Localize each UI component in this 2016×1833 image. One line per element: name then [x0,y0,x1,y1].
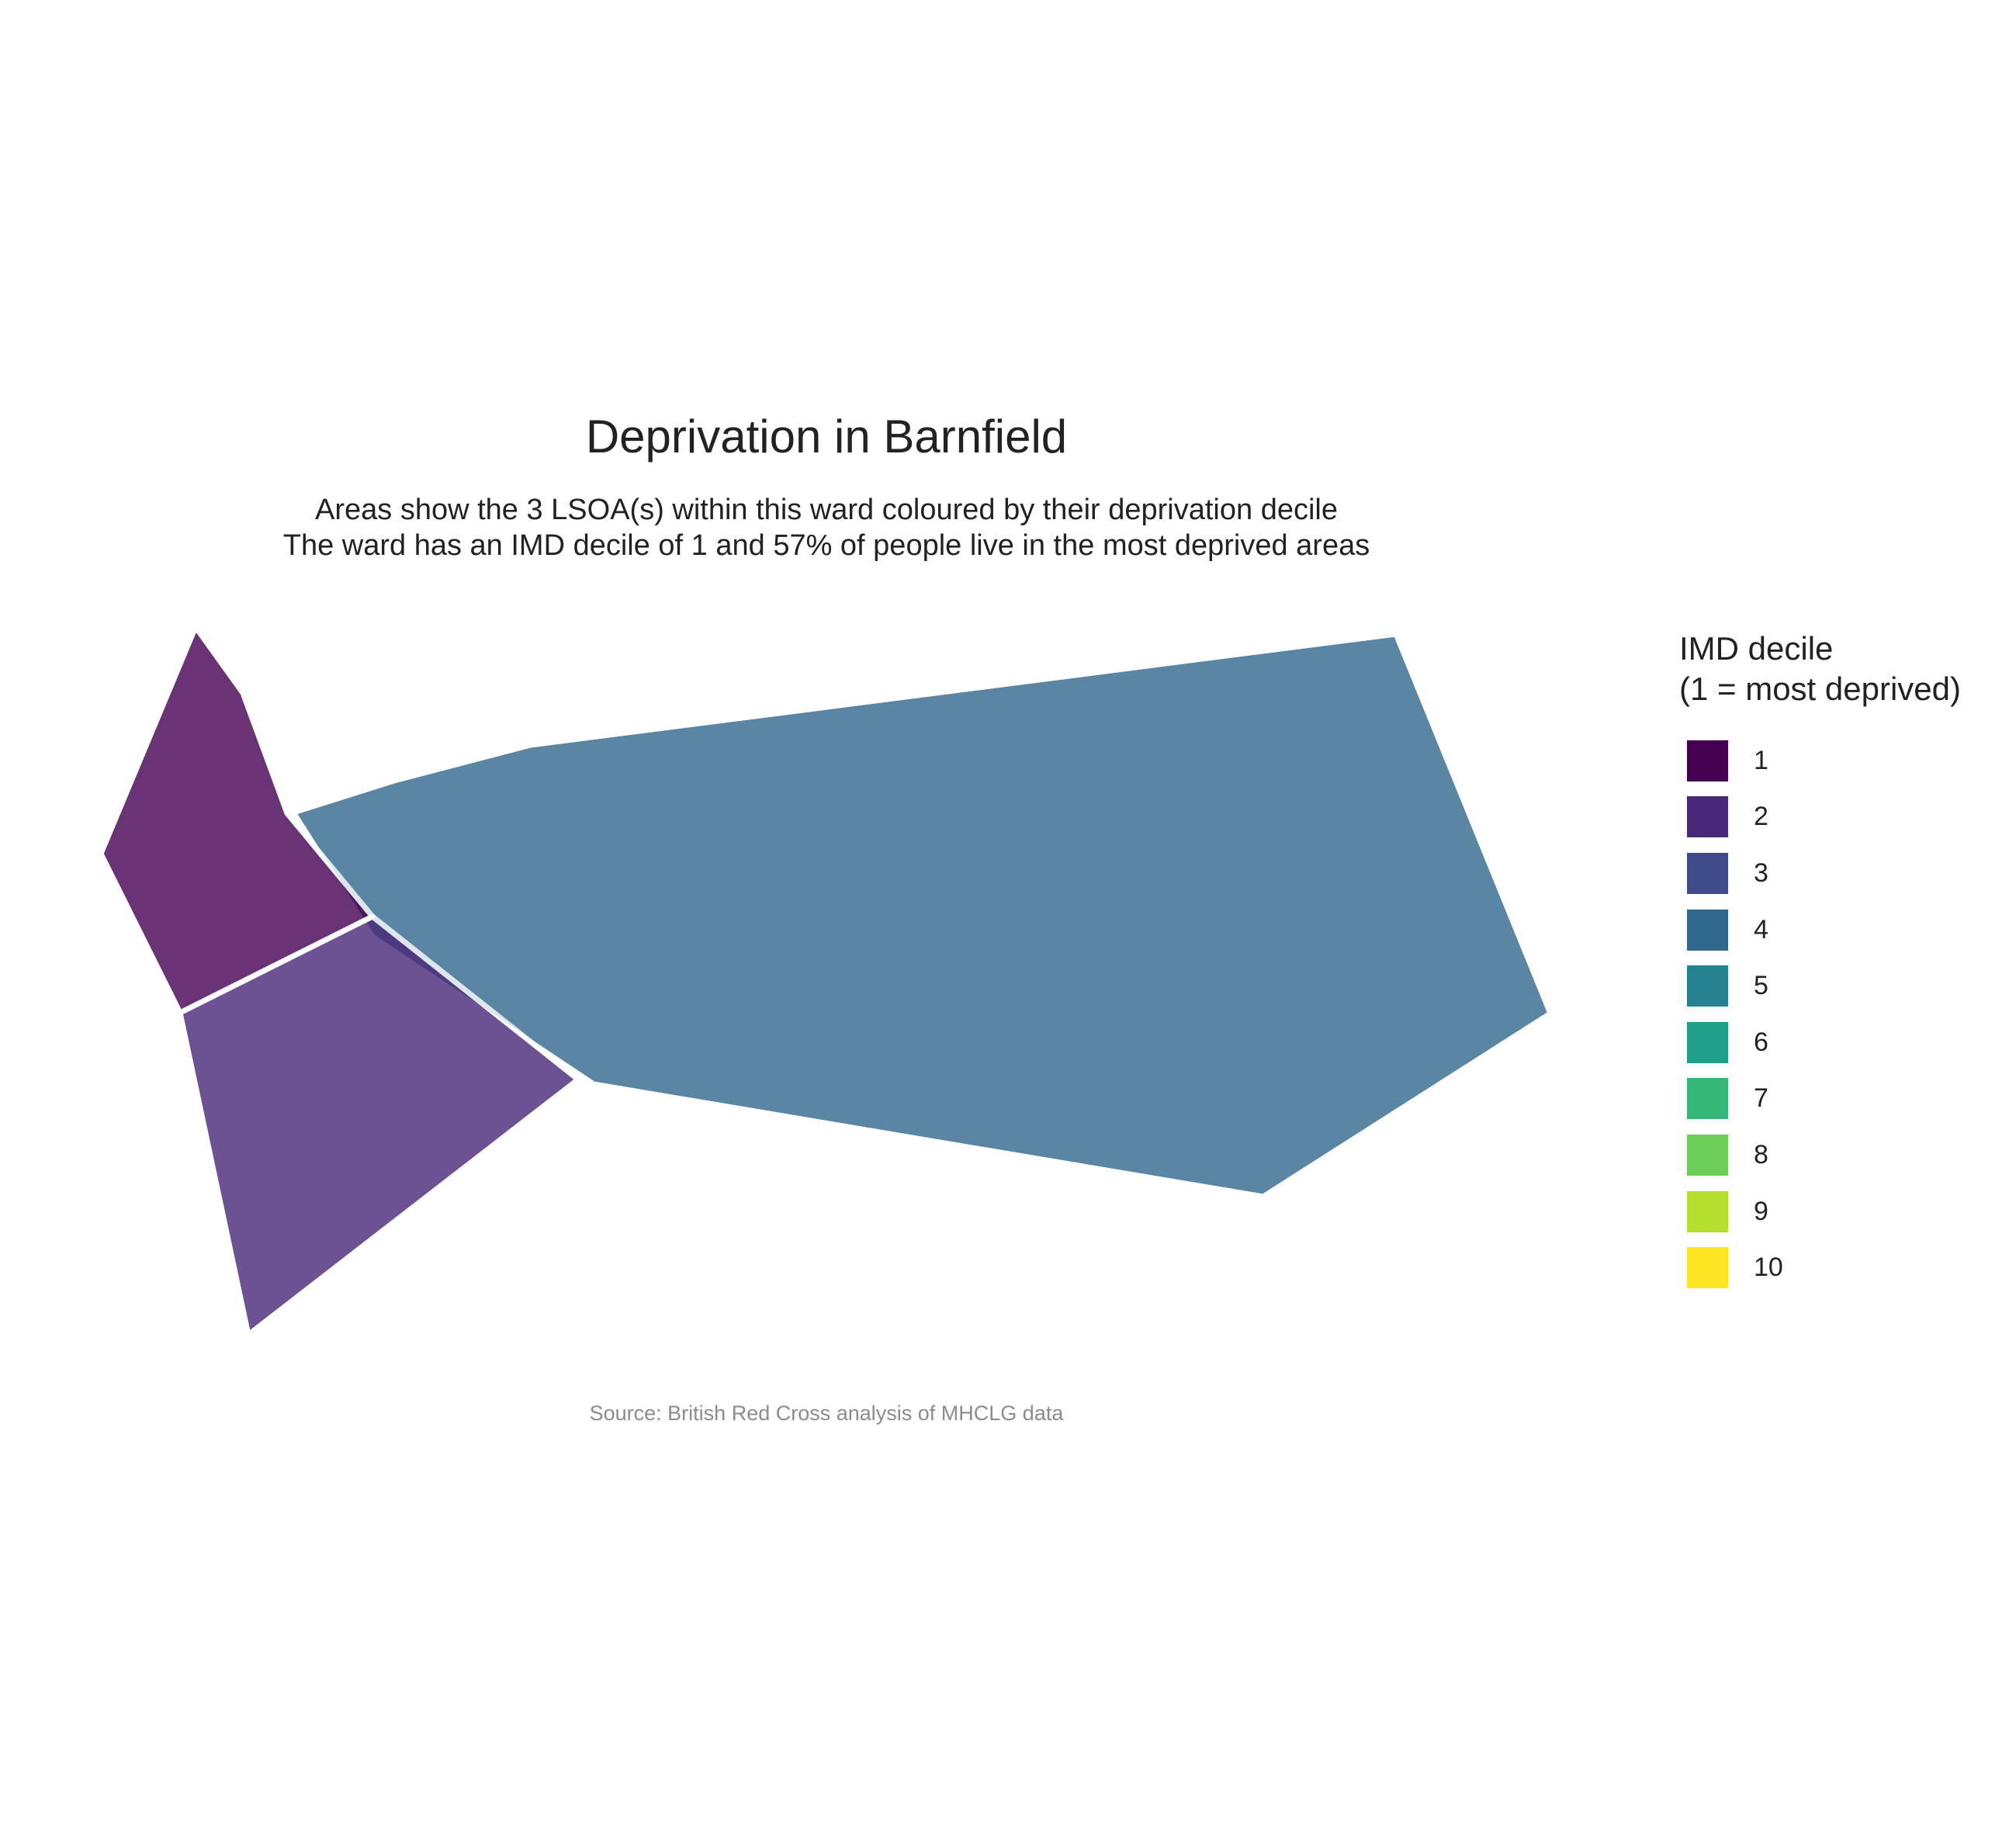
legend-item-1: 1 [1679,733,1961,789]
legend-swatch-2 [1687,796,1728,838]
legend-item-6: 6 [1679,1014,1961,1071]
legend-label-5: 5 [1754,971,1768,1001]
legend: IMD decile (1 = most deprived) 1 2 3 4 5… [1679,629,1961,1296]
legend-label-1: 1 [1754,745,1768,775]
chart-title: Deprivation in Barnfield [585,411,1068,463]
legend-swatch-8 [1687,1134,1728,1176]
legend-label-3: 3 [1754,858,1768,888]
legend-title-line-2: (1 = most deprived) [1679,670,1961,707]
source-caption: Source: British Red Cross analysis of MH… [589,1402,1064,1425]
legend-swatch-6 [1687,1021,1728,1063]
legend-item-2: 2 [1679,789,1961,846]
lsoa-area-decile-1[interactable] [98,624,376,1016]
legend-item-7: 7 [1679,1071,1961,1128]
legend-label-8: 8 [1754,1139,1768,1169]
legend-swatch-9 [1687,1190,1728,1232]
legend-label-7: 7 [1754,1083,1768,1114]
legend-title-line-1: IMD decile [1679,630,1834,667]
legend-label-10: 10 [1754,1253,1783,1283]
subtitle-line-2: The ward has an IMD decile of 1 and 57% … [282,529,1370,562]
legend-items: 1 2 3 4 5 6 7 8 [1679,733,1961,1296]
legend-item-5: 5 [1679,958,1961,1014]
legend-swatch-1 [1687,740,1728,781]
legend-item-3: 3 [1679,845,1961,902]
legend-label-9: 9 [1754,1196,1768,1226]
legend-label-2: 2 [1754,802,1768,832]
legend-swatch-5 [1687,965,1728,1007]
subtitle-line-1: Areas show the 3 LSOA(s) within this war… [315,494,1338,526]
legend-label-6: 6 [1754,1027,1768,1057]
legend-item-8: 8 [1679,1127,1961,1183]
legend-swatch-3 [1687,852,1728,894]
legend-item-10: 10 [1679,1239,1961,1296]
legend-swatch-10 [1687,1247,1728,1289]
legend-item-9: 9 [1679,1183,1961,1240]
legend-swatch-7 [1687,1078,1728,1120]
legend-swatch-4 [1687,909,1728,951]
legend-label-4: 4 [1754,914,1768,944]
legend-item-4: 4 [1679,902,1961,958]
